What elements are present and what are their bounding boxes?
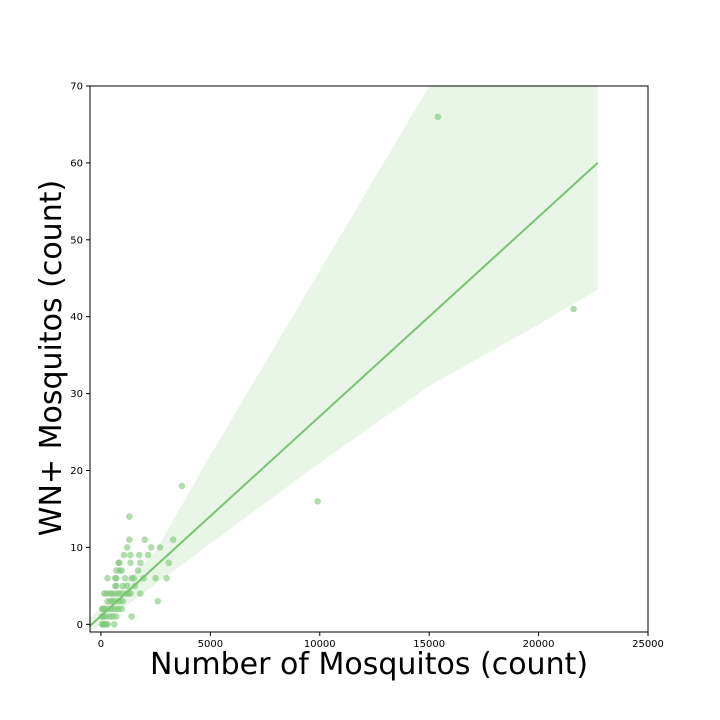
data-point <box>115 559 122 567</box>
data-point <box>154 597 162 605</box>
data-point <box>119 597 127 605</box>
data-point <box>110 621 118 628</box>
data-point <box>152 574 159 582</box>
data-point <box>118 567 125 574</box>
y-tick-label: 20 <box>70 466 83 477</box>
data-point <box>434 113 442 121</box>
data-point <box>106 590 113 597</box>
data-point <box>314 498 321 505</box>
data-point <box>113 613 120 620</box>
y-tick-label: 60 <box>70 158 83 169</box>
data-point <box>126 513 133 520</box>
data-point <box>123 582 131 590</box>
data-point <box>98 605 106 613</box>
plot-frame <box>89 85 649 633</box>
x-tick-label: 20000 <box>523 639 555 650</box>
y-tick-label: 70 <box>70 82 83 93</box>
data-point <box>135 551 143 559</box>
x-axis-ticks: 0 5000 10000 15000 20000 25000 <box>98 632 664 650</box>
data-point <box>570 305 577 313</box>
data-point <box>127 551 134 559</box>
data-point <box>130 574 138 582</box>
data-point <box>163 574 170 582</box>
regression-line <box>89 162 599 627</box>
y-tick-label: 0 <box>77 620 83 631</box>
y-axis-ticks: 0 10 20 30 40 50 60 70 <box>70 82 90 631</box>
data-point <box>148 544 155 551</box>
x-tick-label: 25000 <box>632 639 664 650</box>
data-point <box>144 551 152 559</box>
data-point <box>104 574 111 582</box>
data-point <box>123 544 131 551</box>
y-tick-label: 10 <box>70 543 83 554</box>
plot-area <box>89 86 599 632</box>
data-point <box>120 551 128 559</box>
confidence-band <box>90 86 598 632</box>
data-point <box>141 536 148 543</box>
data-point <box>137 559 144 567</box>
data-point <box>156 544 164 551</box>
data-point <box>134 567 142 574</box>
data-point <box>169 536 177 543</box>
x-tick-label: 10000 <box>304 639 336 650</box>
data-point <box>127 590 134 597</box>
y-tick-label: 40 <box>70 312 83 323</box>
y-tick-label: 30 <box>70 389 83 400</box>
x-tick-label: 5000 <box>198 639 223 650</box>
data-point <box>127 559 134 567</box>
x-tick-label: 0 <box>98 639 104 650</box>
data-point <box>178 482 186 490</box>
data-point <box>113 582 120 590</box>
data-point <box>137 590 144 597</box>
y-axis-label: WN+ Mosquitos (count) <box>34 180 69 536</box>
y-tick-label: 50 <box>70 235 83 246</box>
x-axis-label: Number of Mosquitos (count) <box>150 647 588 682</box>
x-tick-label: 15000 <box>413 639 445 650</box>
data-point <box>128 613 135 620</box>
data-point <box>104 621 111 628</box>
data-point <box>165 559 173 567</box>
data-point <box>98 613 106 620</box>
data-point <box>126 536 133 543</box>
data-point <box>121 574 129 582</box>
data-point <box>118 605 125 613</box>
data-point <box>113 574 120 582</box>
